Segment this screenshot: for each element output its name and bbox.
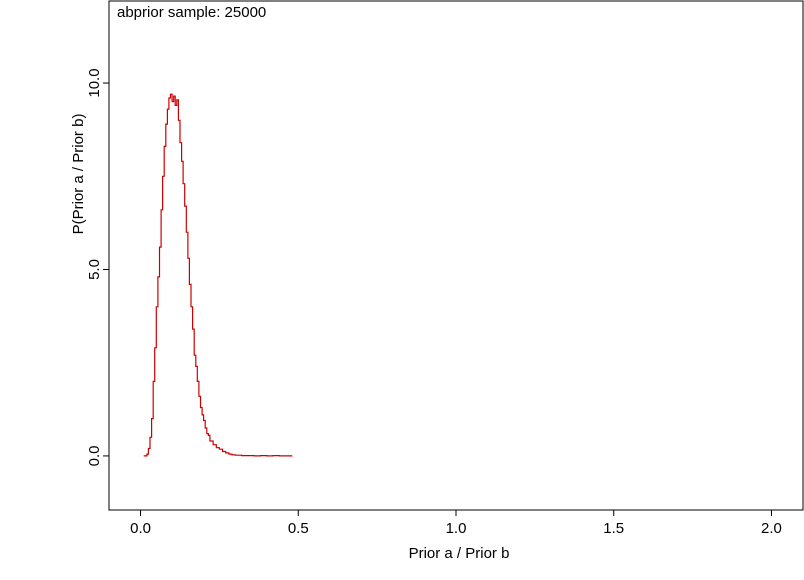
series-layer xyxy=(143,93,293,457)
x-tick-label: 2.0 xyxy=(761,520,782,537)
x-tick-label: 1.0 xyxy=(446,520,467,537)
x-axis-label: Prior a / Prior b xyxy=(409,545,510,562)
y-tick-label: 5.0 xyxy=(86,259,103,280)
y-tick-label: 0.0 xyxy=(86,446,103,467)
x-tick-label: 0.5 xyxy=(288,520,309,537)
y-tick-label: 10.0 xyxy=(86,68,103,97)
x-tick-label: 0.0 xyxy=(130,520,151,537)
y-axis-ticks: 0.0 5.0 10.0 xyxy=(86,68,109,466)
x-tick-label: 1.5 xyxy=(603,520,624,537)
chart-title: abprior sample: 25000 xyxy=(117,4,266,21)
y-axis-label: P(Prior a / Prior b) xyxy=(70,114,87,235)
plot-frame xyxy=(108,0,804,511)
density-series-line xyxy=(143,93,293,457)
x-axis-ticks: 0.0 0.5 1.0 1.5 2.0 xyxy=(130,510,782,537)
